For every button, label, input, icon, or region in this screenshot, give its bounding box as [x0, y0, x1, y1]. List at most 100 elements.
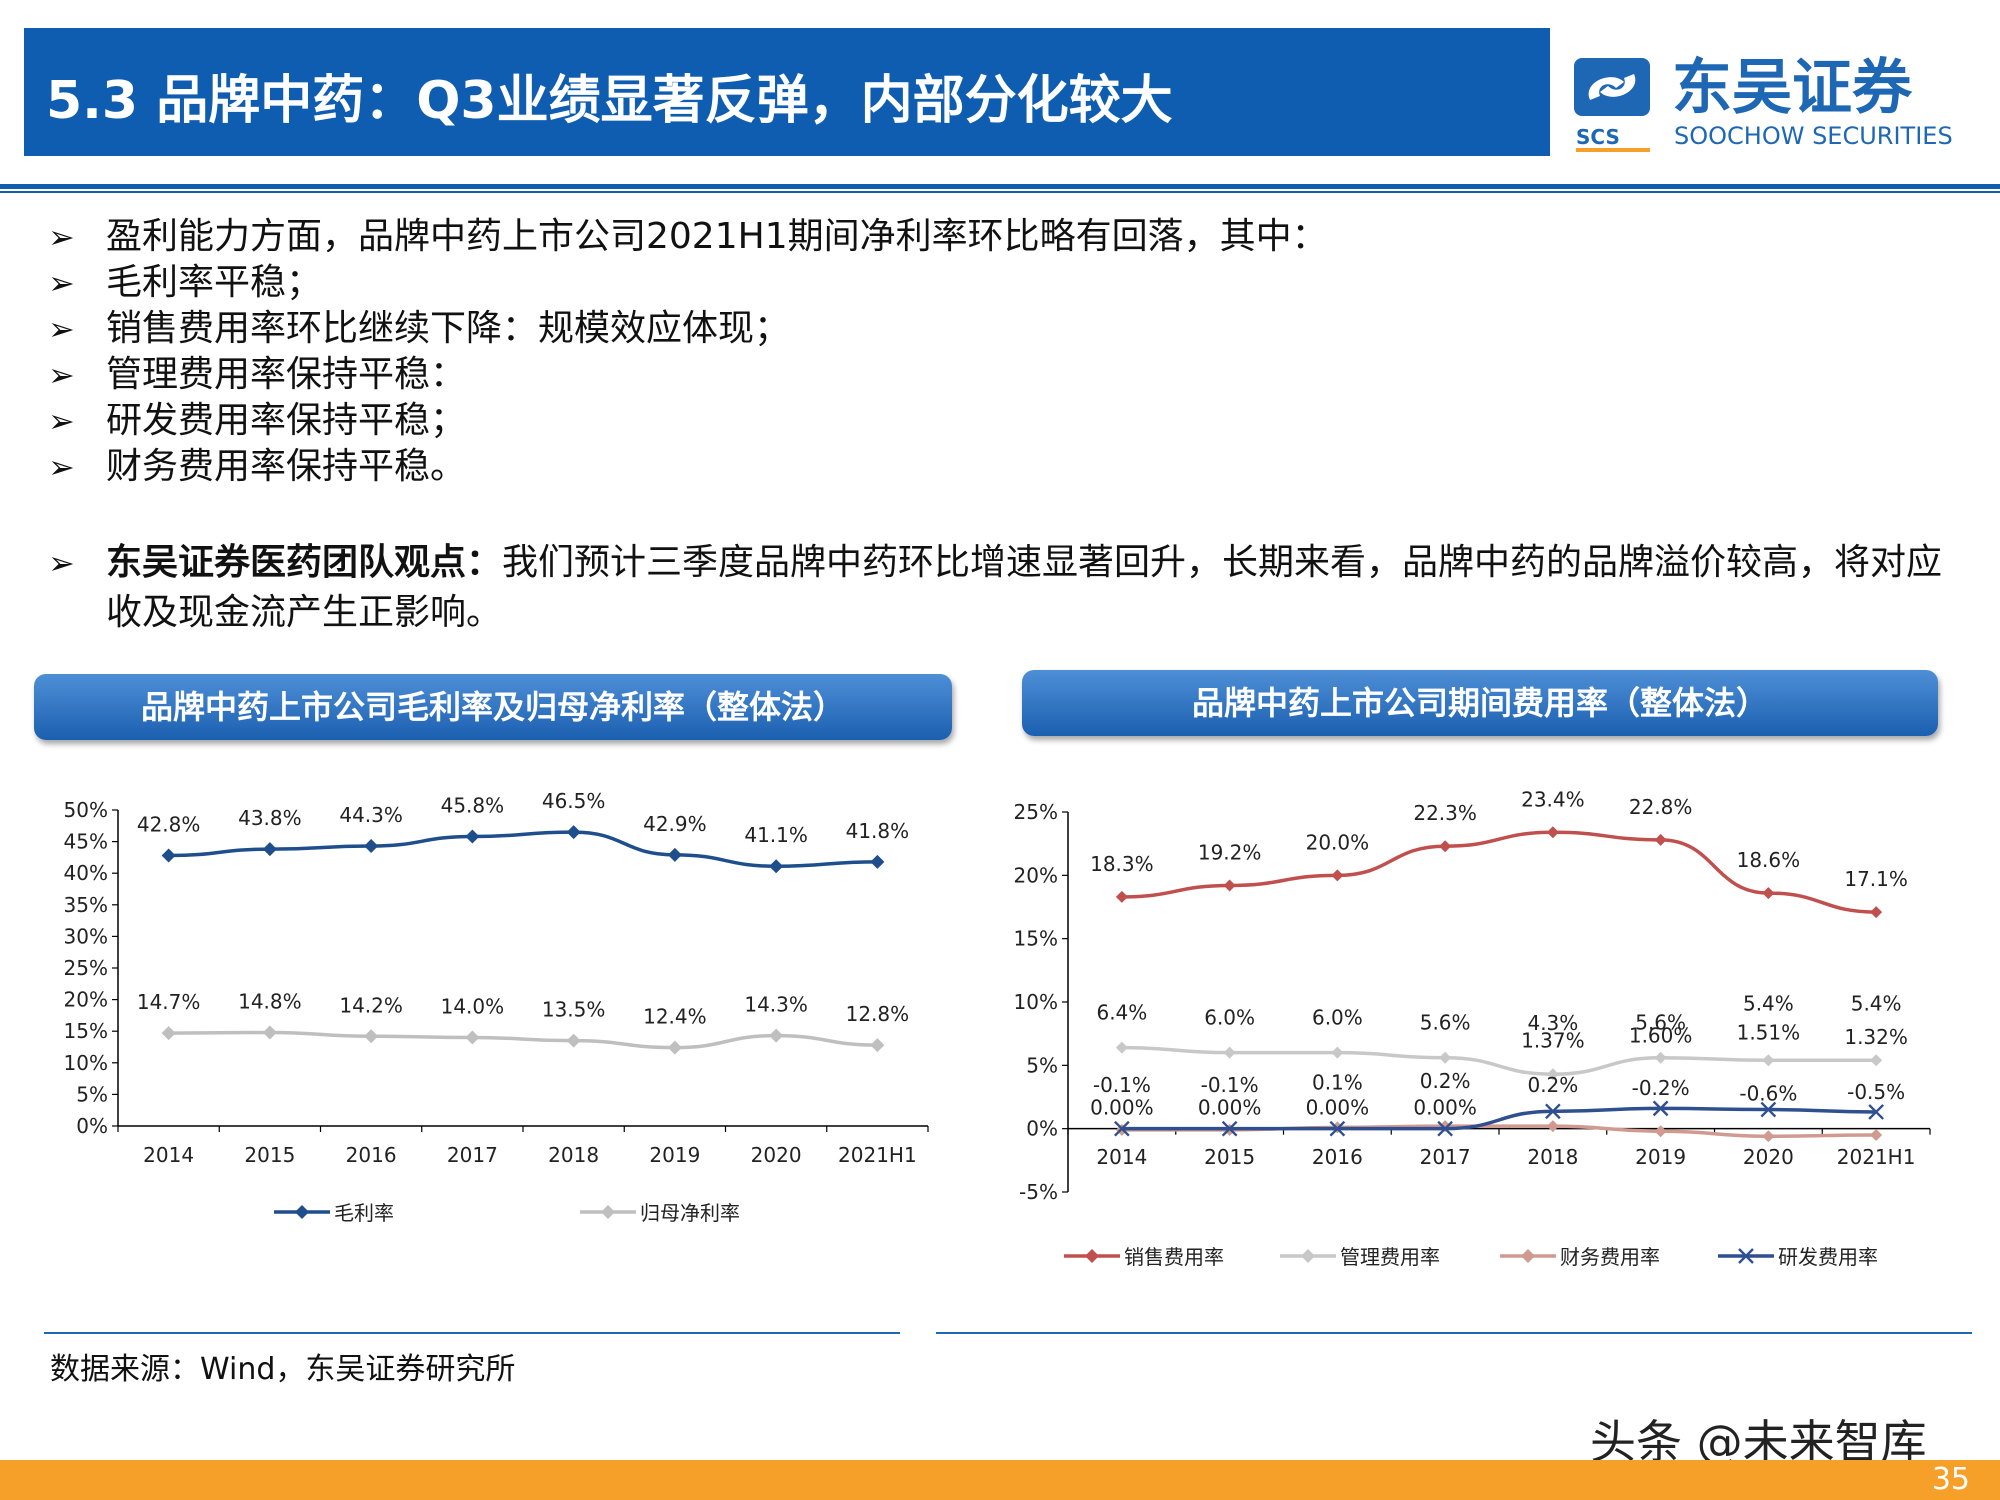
data-label: 41.8%: [846, 819, 910, 843]
x-tick-label: 2018: [1527, 1145, 1578, 1169]
footer-rule: [44, 1332, 900, 1334]
data-point: [1221, 1120, 1238, 1137]
series-line-0: [1121, 830, 1877, 914]
header-rule-thin: [0, 191, 2000, 193]
x-tick-label: 2020: [751, 1143, 802, 1167]
data-point: [364, 1029, 379, 1044]
x-tick-label: 2018: [548, 1143, 599, 1167]
logo-cn: 东吴证券: [1672, 53, 1913, 123]
legend-label: 销售费用率: [1124, 1245, 1224, 1269]
y-tick-label: 30%: [64, 924, 108, 948]
x-tick-label: 2021H1: [838, 1143, 917, 1167]
data-point: [161, 1026, 176, 1041]
x-tick-label: 2016: [1312, 1145, 1363, 1169]
data-point: [1870, 1054, 1883, 1067]
data-point: [364, 839, 379, 854]
x-tick-label: 2015: [1204, 1145, 1255, 1169]
data-label: 5.6%: [1635, 1011, 1686, 1035]
data-source: 数据来源：Wind，东吴证券研究所: [50, 1352, 516, 1387]
chart-title-expense: 品牌中药上市公司期间费用率（整体法）: [1022, 670, 1938, 736]
data-point: [1868, 1104, 1884, 1120]
data-point: [1329, 1120, 1346, 1137]
legend-marker: [1085, 1249, 1099, 1263]
margin-chart: 0% 5% 10% 15% 20% 25% 30% 35% 40% 45% 50% 2014 2015 2…: [64, 789, 929, 1225]
data-point: [1437, 1120, 1453, 1137]
data-label: 0.00%: [1090, 1096, 1154, 1120]
arrow-icon: ➢: [48, 218, 75, 256]
y-tick-label: 25%: [1014, 800, 1058, 824]
bullet-item: ➢ 毛利率平稳；: [48, 260, 322, 306]
data-point: [1223, 879, 1236, 892]
data-label: 17.1%: [1844, 867, 1908, 891]
data-point: [1654, 833, 1667, 846]
data-label: 14.3%: [744, 993, 808, 1017]
view-bullet: ➢ 东吴证券医药团队观点：我们预计三季度品牌中药环比增速显著回升，长期来看，品牌…: [48, 538, 1978, 638]
data-point: [1223, 1046, 1236, 1059]
data-label: 12.8%: [846, 1002, 910, 1026]
data-point: [769, 1028, 784, 1043]
data-point: [870, 1038, 885, 1053]
data-point: [1115, 890, 1128, 903]
data-point: [1439, 1051, 1452, 1064]
company-logo: SCS 东吴证券 SOOCHOW SECURITIES: [1574, 53, 1953, 152]
data-label: 45.8%: [441, 794, 505, 818]
data-point: [667, 847, 682, 862]
data-point: [161, 848, 176, 863]
arrow-icon: ➢: [48, 310, 75, 348]
data-label: 23.4%: [1521, 787, 1585, 811]
y-tick-label: 10%: [64, 1051, 108, 1075]
y-tick-label: 5%: [1026, 1053, 1058, 1077]
data-label: 46.5%: [542, 789, 606, 813]
y-tick-label: 0%: [1026, 1117, 1058, 1141]
legend-marker: [1738, 1248, 1754, 1264]
data-label: 1.51%: [1737, 1021, 1801, 1045]
data-point: [769, 859, 784, 874]
y-tick-label: 50%: [64, 798, 108, 822]
expense-chart: -5% 0% 5% 10% 15% 20% 25% 2014 2015 2016 2017 2018 2…: [1014, 787, 1931, 1269]
data-point: [1546, 1068, 1559, 1081]
data-point: [1654, 1125, 1667, 1138]
bullet-item: ➢ 销售费用率环比继续下降：规模效应体现；: [48, 306, 790, 352]
data-label: -0.6%: [1739, 1081, 1797, 1105]
data-label: 14.8%: [238, 989, 302, 1013]
series-line-3: [1121, 1106, 1877, 1131]
data-label: 12.4%: [643, 1005, 707, 1029]
y-tick-label: 45%: [64, 830, 108, 854]
data-label: 4.3%: [1527, 1011, 1578, 1035]
y-tick-label: 5%: [76, 1082, 108, 1106]
data-point: [262, 842, 277, 857]
data-label: 0.00%: [1306, 1096, 1370, 1120]
data-point: [1654, 1051, 1667, 1064]
data-point: [1115, 1041, 1128, 1054]
legend-marker: [295, 1205, 309, 1219]
bullet-item: ➢ 财务费用率保持平稳。: [48, 444, 466, 490]
data-point: [1762, 1054, 1775, 1067]
y-tick-label: 10%: [1014, 990, 1058, 1014]
x-tick-label: 2014: [143, 1143, 194, 1167]
x-tick-label: 2019: [1635, 1145, 1686, 1169]
y-tick-label: 0%: [76, 1114, 108, 1138]
data-label: 6.0%: [1204, 1006, 1255, 1030]
data-label: 14.2%: [339, 993, 403, 1017]
x-tick-label: 2016: [346, 1143, 397, 1167]
series-line-0: [168, 830, 878, 868]
logo-mark-icon: [1574, 58, 1650, 116]
x-tick-label: 2021H1: [1837, 1145, 1916, 1169]
data-label: 0.2%: [1527, 1073, 1578, 1097]
data-point: [1762, 887, 1775, 900]
logo-abbr: SCS: [1576, 125, 1620, 149]
data-label: 22.3%: [1413, 801, 1477, 825]
view-label: 东吴证券医药团队观点：: [106, 542, 503, 583]
data-point: [1870, 906, 1883, 919]
x-tick-label: 2017: [1420, 1145, 1471, 1169]
data-point: [1546, 826, 1559, 839]
legend-label: 管理费用率: [1340, 1245, 1440, 1269]
data-label: 6.4%: [1096, 1001, 1147, 1025]
legend-marker: [1521, 1249, 1535, 1263]
data-label: 5.4%: [1851, 991, 1902, 1015]
series-line-1: [168, 1030, 878, 1050]
bullet-item: ➢ 盈利能力方面，品牌中药上市公司2021H1期间净利率环比略有回落，其中：: [48, 214, 1328, 260]
data-point: [1331, 869, 1344, 882]
x-tick-label: 2020: [1743, 1145, 1794, 1169]
data-point: [1762, 1130, 1775, 1143]
